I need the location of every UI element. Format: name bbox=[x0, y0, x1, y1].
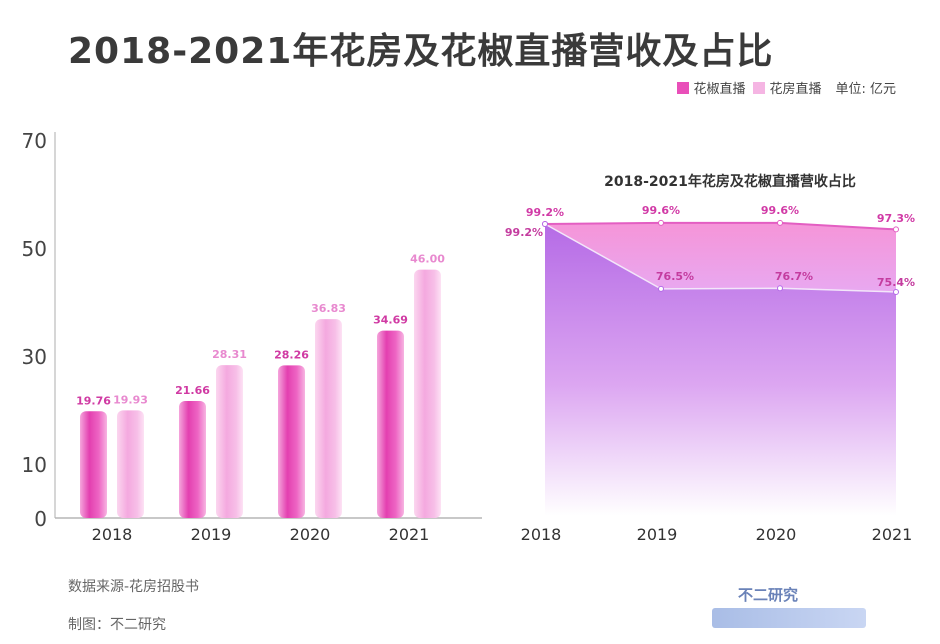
area-label-top: 97.3% bbox=[877, 212, 915, 225]
bar-value-label: 19.93 bbox=[113, 393, 148, 406]
bar-huafang bbox=[117, 410, 144, 518]
legend-label-huajiao: 花椒直播 bbox=[693, 82, 746, 97]
area-label-bottom: 76.7% bbox=[775, 270, 813, 283]
bar-value-label: 21.66 bbox=[175, 384, 210, 397]
point-top bbox=[893, 226, 899, 233]
area-series-top bbox=[545, 222, 896, 292]
bar-huafang bbox=[315, 319, 342, 518]
point-top bbox=[777, 219, 783, 226]
legend-swatch-huajiao bbox=[677, 81, 690, 94]
area-label-top: 99.6% bbox=[642, 204, 680, 217]
bar-huafang bbox=[414, 269, 441, 518]
y-tick-label: 50 bbox=[22, 237, 47, 261]
x-tick-label: 2020 bbox=[290, 525, 331, 544]
line-series-bottom bbox=[544, 223, 897, 293]
area-chart-title: 2018-2021年花房及花椒直播营收占比 bbox=[604, 173, 856, 190]
bar-value-label: 46.00 bbox=[410, 253, 445, 266]
x-tick-label: 2021 bbox=[389, 525, 430, 544]
x-tick-label: 2018 bbox=[521, 525, 562, 544]
point-bottom bbox=[542, 221, 548, 227]
bar-chart: 0 10 30 50 70 19.76 19.93 2018 21.66 28.31 2019 28.… bbox=[22, 129, 482, 544]
x-tick-label: 2019 bbox=[191, 525, 232, 544]
y-tick-label: 30 bbox=[22, 345, 47, 369]
area-chart: 2018-2021年花房及花椒直播营收占比 99.2% 99.2% 2018 99.6%… bbox=[505, 173, 915, 544]
area-label-bottom: 75.4% bbox=[877, 276, 915, 289]
area-label-top: 99.2% bbox=[526, 206, 564, 219]
bar-value-label: 28.31 bbox=[212, 348, 247, 361]
bar-value-label: 19.76 bbox=[76, 394, 111, 407]
bar-huajiao bbox=[377, 330, 404, 518]
point-bottom bbox=[777, 285, 783, 292]
legend-item-huajiao: 花椒直播 bbox=[677, 78, 745, 97]
point-bottom bbox=[893, 289, 899, 295]
bar-huajiao bbox=[278, 365, 305, 518]
source-note: 数据来源-花房招股书 bbox=[68, 579, 200, 595]
line-series-top bbox=[544, 221, 897, 231]
watermark-bar bbox=[712, 608, 866, 628]
unit-label: 单位: 亿元 bbox=[835, 82, 896, 97]
page-title: 2018-2021年花房及花椒直播营收及占比 bbox=[68, 31, 774, 72]
area-label-top: 99.6% bbox=[761, 204, 799, 217]
x-tick-label: 2019 bbox=[637, 525, 678, 544]
legend-item-huafang: 花房直播 bbox=[753, 78, 821, 97]
area-label-bottom: 76.5% bbox=[656, 270, 694, 283]
legend: 花椒直播 花房直播 单位: 亿元 bbox=[677, 78, 896, 97]
x-tick-label: 2018 bbox=[92, 525, 133, 544]
bar-value-label: 34.69 bbox=[373, 314, 408, 327]
bar-value-label: 36.83 bbox=[311, 302, 346, 315]
x-tick-label: 2021 bbox=[872, 525, 913, 544]
bar-huajiao bbox=[80, 411, 107, 518]
y-tick-label: 70 bbox=[22, 129, 47, 153]
point-bottom bbox=[658, 285, 664, 292]
legend-swatch-huafang bbox=[753, 81, 766, 94]
y-tick-label: 0 bbox=[34, 507, 47, 531]
legend-label-huafang: 花房直播 bbox=[769, 82, 822, 97]
y-tick-label: 10 bbox=[22, 453, 47, 477]
author-note: 制图：不二研究 bbox=[68, 617, 166, 633]
brand-logo-text: 不二研究 bbox=[738, 586, 799, 604]
bar-huafang bbox=[216, 365, 243, 518]
area-series-bottom bbox=[545, 224, 896, 516]
area-label-bottom: 99.2% bbox=[505, 226, 543, 239]
bar-value-label: 28.26 bbox=[274, 348, 309, 361]
bar-huajiao bbox=[179, 401, 206, 518]
point-top bbox=[658, 219, 664, 226]
x-tick-label: 2020 bbox=[756, 525, 797, 544]
